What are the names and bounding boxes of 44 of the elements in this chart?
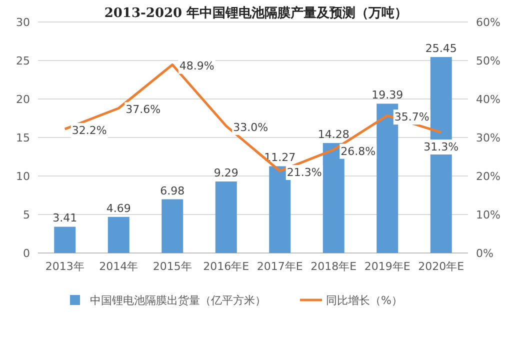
data-label: 3.41 bbox=[52, 212, 78, 225]
data-label: 26.8% bbox=[340, 144, 376, 158]
x-tick-label: 2013年 bbox=[45, 260, 84, 273]
y-tick-label: 15 bbox=[16, 132, 30, 144]
legend-label: 中国锂电池隔膜出货量（亿平方米） bbox=[90, 294, 266, 307]
y2-tick-label: 30% bbox=[476, 132, 500, 144]
data-label: 21.3% bbox=[286, 166, 322, 179]
y2-tick-label: 60% bbox=[476, 16, 500, 29]
data-label: 31.3% bbox=[424, 140, 459, 154]
y-tick-label: 5 bbox=[23, 208, 30, 222]
x-tick-label: 2018年E bbox=[310, 260, 357, 273]
data-label: 4.69 bbox=[106, 202, 131, 215]
data-label: 19.39 bbox=[372, 88, 404, 102]
bar bbox=[215, 181, 237, 253]
chart-title: 2013-2020 年中国锂电池隔膜产量及预测（万吨） bbox=[104, 5, 408, 21]
y-tick-label: 0 bbox=[23, 247, 30, 260]
legend-label: 同比增长（%） bbox=[326, 294, 402, 307]
x-tick-label: 2020年E bbox=[418, 260, 464, 273]
y-tick-label: 20 bbox=[16, 93, 30, 106]
data-label: 14.28 bbox=[318, 128, 350, 142]
x-tick-label: 2015年 bbox=[152, 260, 192, 273]
data-label: 6.98 bbox=[160, 184, 185, 198]
x-tick-label: 2014年 bbox=[99, 260, 138, 273]
data-label: 9.29 bbox=[214, 166, 238, 180]
data-label: 37.6% bbox=[126, 103, 161, 116]
y-tick-label: 25 bbox=[16, 54, 30, 68]
data-label: 25.45 bbox=[425, 42, 457, 56]
y-tick-label: 10 bbox=[16, 170, 30, 183]
data-label: 32.2% bbox=[72, 124, 107, 138]
x-tick-label: 2019年E bbox=[364, 260, 410, 273]
data-label: 35.7% bbox=[394, 110, 430, 124]
y2-tick-label: 50% bbox=[476, 54, 500, 68]
bar bbox=[54, 226, 76, 253]
bar bbox=[162, 199, 184, 253]
x-tick-label: 2016年E bbox=[203, 260, 250, 273]
bar bbox=[108, 216, 130, 253]
y2-tick-label: 40% bbox=[476, 93, 500, 106]
y-tick-label: 30 bbox=[16, 16, 30, 29]
data-label: 48.9% bbox=[179, 60, 214, 73]
y2-tick-label: 20% bbox=[476, 170, 500, 183]
data-label: 33.0% bbox=[233, 120, 268, 134]
x-tick-label: 2017年E bbox=[256, 260, 303, 273]
y2-tick-label: 10% bbox=[476, 208, 500, 222]
y2-tick-label: 0% bbox=[476, 247, 494, 260]
